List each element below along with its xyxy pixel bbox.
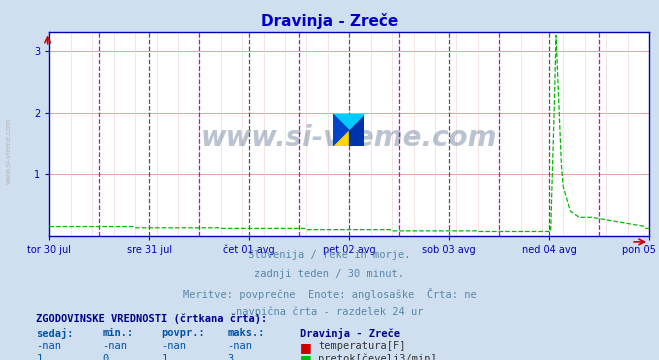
Text: ■: ■ [300, 354, 312, 360]
Text: min.:: min.: [102, 328, 133, 338]
Text: ZGODOVINSKE VREDNOSTI (črtkana črta):: ZGODOVINSKE VREDNOSTI (črtkana črta): [36, 313, 268, 324]
Text: sedaj:: sedaj: [36, 328, 74, 339]
Text: -nan: -nan [36, 341, 61, 351]
Text: 1: 1 [161, 354, 167, 360]
Polygon shape [333, 114, 364, 130]
Text: -nan: -nan [161, 341, 186, 351]
Text: ■: ■ [300, 341, 312, 354]
Text: www.si-vreme.com: www.si-vreme.com [5, 118, 12, 184]
Text: Meritve: povprečne  Enote: anglosaške  Črta: ne: Meritve: povprečne Enote: anglosaške Črt… [183, 288, 476, 300]
Text: 0: 0 [102, 354, 108, 360]
Text: Dravinja - Zreče: Dravinja - Zreče [261, 13, 398, 28]
Text: 3: 3 [227, 354, 233, 360]
Text: temperatura[F]: temperatura[F] [318, 341, 406, 351]
Polygon shape [333, 114, 349, 146]
Text: -nan: -nan [102, 341, 127, 351]
Text: Slovenija / reke in morje.: Slovenija / reke in morje. [248, 250, 411, 260]
Text: www.si-vreme.com: www.si-vreme.com [201, 124, 498, 152]
Text: povpr.:: povpr.: [161, 328, 205, 338]
Text: Dravinja - Zreče: Dravinja - Zreče [300, 328, 400, 339]
Text: zadnji teden / 30 minut.: zadnji teden / 30 minut. [254, 269, 405, 279]
Bar [349, 114, 364, 146]
Text: navpična črta - razdelek 24 ur: navpična črta - razdelek 24 ur [236, 306, 423, 317]
Text: 1: 1 [36, 354, 42, 360]
Text: -nan: -nan [227, 341, 252, 351]
Bar [333, 114, 349, 146]
Text: pretok[čevelj3/min]: pretok[čevelj3/min] [318, 354, 437, 360]
Text: maks.:: maks.: [227, 328, 265, 338]
